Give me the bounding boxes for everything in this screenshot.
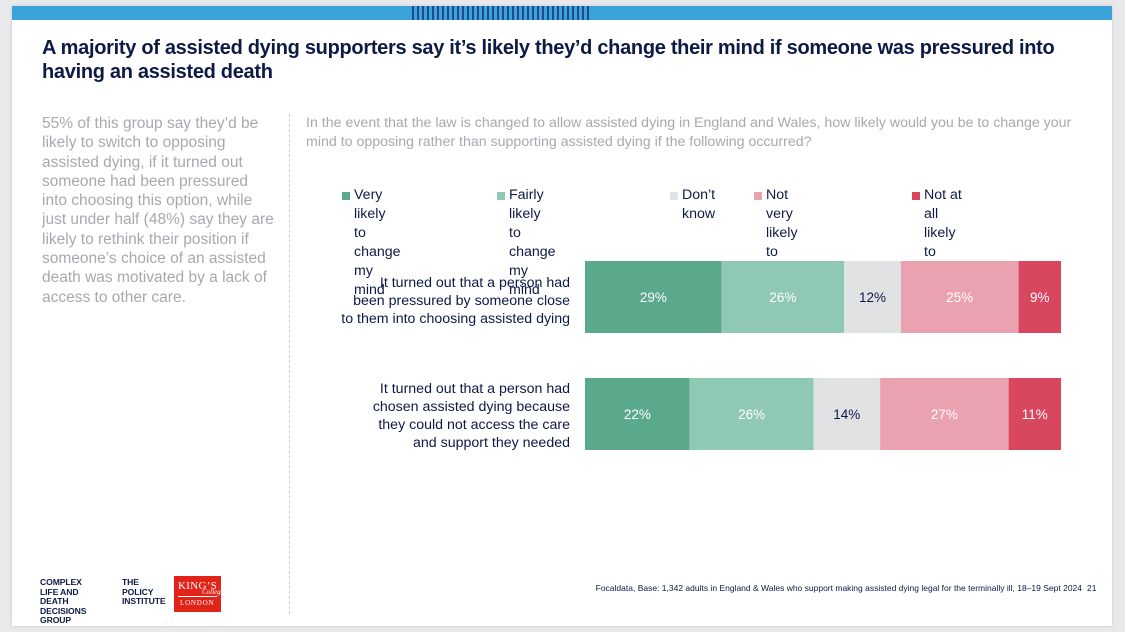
source-note: Focaldata, Base: 1,342 adults in England… [595, 583, 1082, 593]
data-label-fairly-likely-2: 26% [738, 407, 765, 422]
bar-segment-dont-know-2 [813, 378, 881, 450]
data-label-dont-know-2: 14% [833, 407, 860, 422]
legend-swatch-dont-know [670, 192, 678, 200]
stacked-bar-chart: 29% 26% 12% 25% 9% 22% 26% 14% 27% 11% [585, 261, 1061, 450]
bar-segment-not-very-likely-1 [900, 261, 1019, 333]
kings-logo-line3: LONDON [180, 599, 215, 607]
data-label-very-likely-2: 22% [624, 407, 651, 422]
kings-logo-rule [178, 596, 217, 597]
group-logo: COMPLEX LIFE AND DEATH DECISIONS GROUP [40, 577, 87, 626]
kings-college-logo: KING’S College LONDON [174, 576, 224, 612]
data-label-fairly-likely-1: 26% [769, 290, 796, 305]
header-bar [12, 6, 1112, 20]
bar-segment-very-likely-2 [585, 378, 690, 450]
bar-segment-very-likely-1 [585, 261, 722, 333]
header-bar-pattern [412, 6, 592, 20]
bar-segment-not-very-likely-2 [880, 378, 1009, 450]
data-label-dont-know-1: 12% [859, 290, 886, 305]
category-label-lack-of-care: It turned out that a person had chosen a… [372, 381, 570, 451]
legend-label: Very likely to change my mind [354, 187, 401, 298]
data-label-not-very-likely-2: 27% [931, 407, 958, 422]
data-label-not-at-all-likely-2: 11% [1022, 407, 1048, 422]
page-number: 21 [1087, 583, 1097, 593]
category-label-pressured: It turned out that a person had been pre… [341, 275, 570, 327]
data-label-not-very-likely-1: 25% [946, 290, 973, 305]
column-divider [289, 114, 290, 614]
bar-segment-not-at-all-likely-2 [1008, 378, 1061, 450]
legend-swatch-fairly-likely [497, 192, 505, 200]
summary-text: 55% of this group say they’d be likely t… [42, 115, 274, 306]
bar-segment-fairly-likely-1 [721, 261, 845, 333]
policy-institute-logo: THE POLICY INSTITUTE [122, 577, 166, 607]
data-label-not-at-all-likely-1: 9% [1030, 290, 1050, 305]
legend-swatch-not-at-all-likely [912, 192, 920, 200]
kings-logo-line2: College [202, 588, 224, 596]
legend-swatch-not-very-likely [754, 192, 762, 200]
bar-segment-dont-know-1 [844, 261, 901, 333]
bar-segment-fairly-likely-2 [689, 378, 814, 450]
slide-title: A majority of assisted dying supporters … [42, 37, 1055, 83]
data-label-very-likely-1: 29% [640, 290, 667, 305]
bar-segment-not-at-all-likely-1 [1018, 261, 1061, 333]
legend-label: Don’t know [682, 187, 716, 222]
legend-label: Fairly likely to change my mind [509, 187, 556, 298]
legend-swatch-very-likely [342, 192, 350, 200]
kings-logo-line1: KING’S [178, 580, 218, 592]
slide: A majority of assisted dying supporters … [12, 6, 1112, 626]
survey-question: In the event that the law is changed to … [306, 115, 1072, 150]
